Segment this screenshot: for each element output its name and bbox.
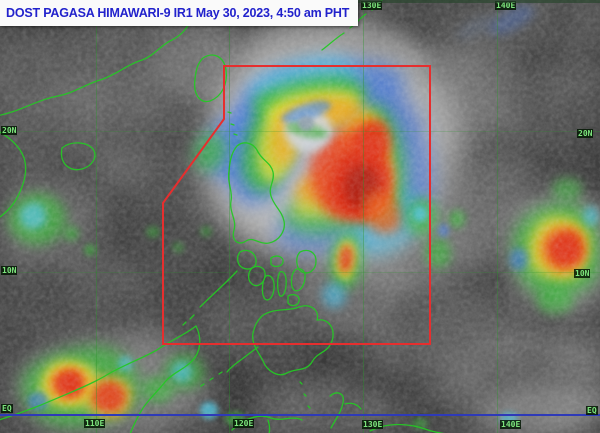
island-hainan — [60, 142, 96, 171]
parallel-gridline — [0, 272, 600, 273]
island-mindanao — [226, 305, 334, 376]
parallel-gridline — [0, 131, 600, 132]
grid-label-140e: 140E — [495, 1, 517, 10]
meridian-gridline — [363, 0, 364, 433]
island-halmahera — [329, 392, 362, 429]
grid-label-eq: EQ — [586, 406, 598, 415]
image-title-bar: DOST PAGASA HIMAWARI-9 IR1 May 30, 2023,… — [0, 0, 359, 26]
meridian-gridline — [96, 0, 97, 433]
islands-sulu — [200, 371, 223, 387]
island-palawan — [182, 270, 238, 326]
grid-label-20n: 20N — [1, 126, 18, 135]
islands-sangihe — [299, 381, 311, 409]
island-luzon — [227, 142, 285, 244]
coastline-vietnam — [0, 131, 27, 218]
grid-label-eq: EQ — [1, 404, 13, 413]
islands-visayas — [247, 249, 317, 307]
grid-label-120e: 120E — [233, 419, 255, 428]
meridian-gridline — [229, 0, 230, 433]
grid-label-140e: 140E — [500, 420, 522, 429]
coastline-new-guinea — [369, 423, 444, 433]
island-chain-batanes — [227, 111, 238, 136]
meridian-gridline — [497, 0, 498, 433]
equator-line — [0, 414, 600, 416]
par-boundary-outline — [162, 65, 431, 345]
grid-label-130e: 130E — [362, 420, 384, 429]
grid-label-10n: 10N — [1, 266, 18, 275]
grid-label-130e: 130E — [361, 1, 383, 10]
grid-label-10n: 10N — [574, 269, 591, 278]
coastline-china — [0, 21, 191, 116]
image-title-text: DOST PAGASA HIMAWARI-9 IR1 May 30, 2023,… — [6, 6, 350, 20]
island-taiwan — [193, 54, 227, 103]
grid-label-110e: 110E — [84, 419, 106, 428]
grid-label-20n: 20N — [577, 129, 594, 138]
